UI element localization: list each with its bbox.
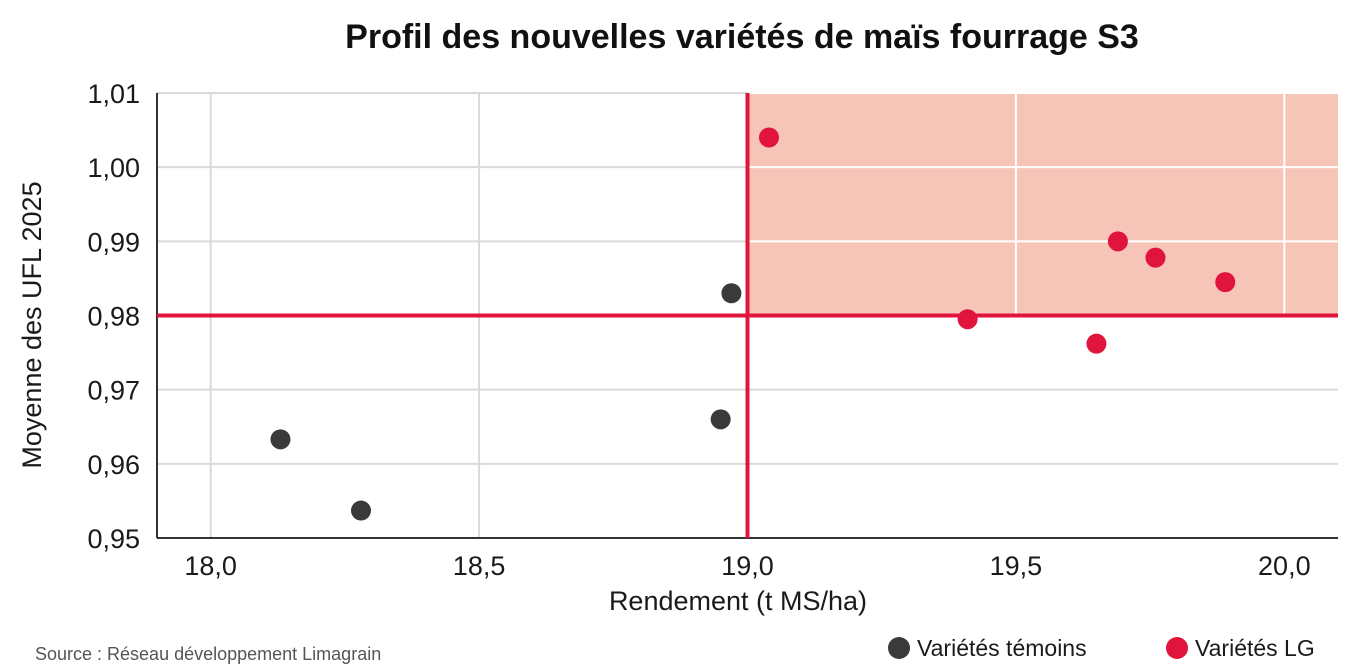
legend-marker-temoins — [888, 637, 910, 659]
point-lg-4 — [1145, 247, 1166, 268]
point-lg-3 — [1107, 231, 1128, 252]
point-temoin-3 — [721, 283, 742, 304]
point-temoin-0 — [270, 429, 291, 450]
y-tick-label-2: 0,97 — [87, 376, 140, 406]
legend-label-lg: Variétés LG — [1195, 635, 1315, 661]
y-tick-label-0: 0,95 — [87, 524, 140, 554]
point-lg-5 — [1215, 272, 1236, 293]
chart-title: Profil des nouvelles variétés de maïs fo… — [345, 18, 1139, 56]
data-points — [270, 127, 1236, 521]
point-lg-0 — [758, 127, 779, 148]
x-tick-label-1: 18,5 — [453, 551, 506, 581]
legend: Variétés témoins Variétés LG — [888, 635, 1315, 661]
point-lg-2 — [1086, 333, 1107, 354]
point-temoin-1 — [350, 500, 371, 521]
x-tick-label-2: 19,0 — [721, 551, 774, 581]
y-tick-label-3: 0,98 — [87, 302, 140, 332]
x-tick-labels: 18,0 18,5 19,0 19,5 20,0 — [184, 551, 1310, 581]
x-tick-label-0: 18,0 — [184, 551, 237, 581]
x-tick-label-3: 19,5 — [990, 551, 1043, 581]
legend-marker-lg — [1166, 637, 1188, 659]
y-tick-label-6: 1,01 — [87, 79, 140, 109]
y-axis-label: Moyenne des UFL 2025 — [17, 181, 47, 468]
plot-area — [156, 92, 1338, 539]
point-temoin-2 — [710, 409, 731, 430]
point-lg-1 — [957, 309, 978, 330]
y-tick-label-5: 1,00 — [87, 153, 140, 183]
y-tick-label-1: 0,96 — [87, 450, 140, 480]
x-tick-label-4: 20,0 — [1258, 551, 1311, 581]
highlight-quadrant — [747, 93, 1338, 316]
x-axis-label: Rendement (t MS/ha) — [609, 586, 867, 616]
source-note: Source : Réseau développement Limagrain — [35, 644, 381, 664]
y-tick-labels: 0,95 0,96 0,97 0,98 0,99 1,00 1,01 — [87, 79, 140, 554]
y-tick-label-4: 0,99 — [87, 227, 140, 257]
legend-label-temoins: Variétés témoins — [917, 635, 1087, 661]
